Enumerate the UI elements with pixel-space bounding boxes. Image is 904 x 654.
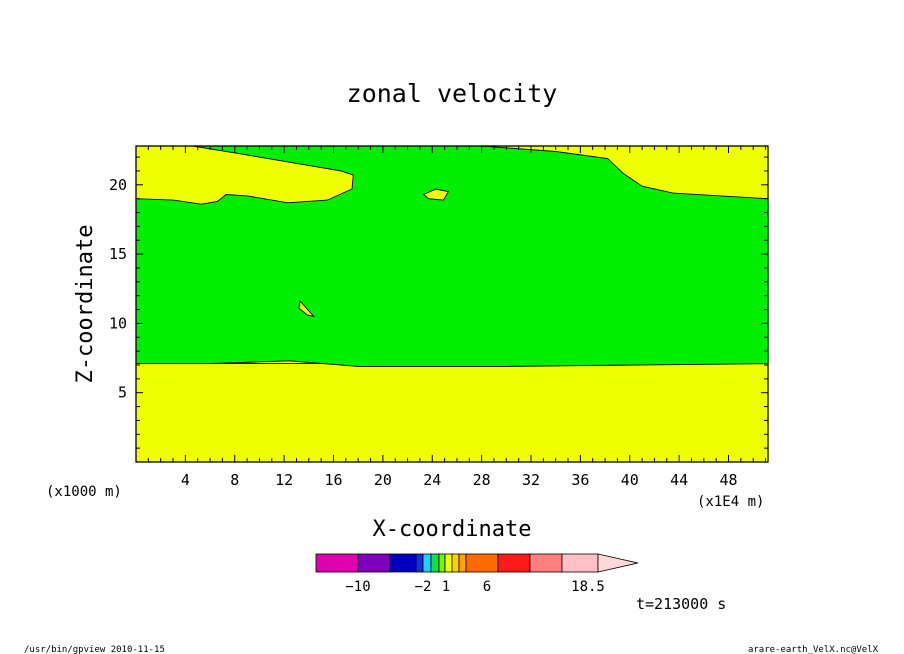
colorbar-label: 18.5 <box>571 579 605 595</box>
x-tick-label: 20 <box>374 471 392 489</box>
x-tick-label: 32 <box>522 471 540 489</box>
chart-title: zonal velocity <box>347 79 558 108</box>
colorbar-swatch <box>458 553 467 573</box>
colorbar-label: 6 <box>483 579 491 595</box>
x-axis-ticks: 4 8 12 16 20 24 28 32 36 40 44 48 <box>147 146 767 489</box>
colorbar-swatch <box>451 553 460 573</box>
colorbar-label: −10 <box>345 579 370 595</box>
colorbar-swatch <box>422 553 432 573</box>
x-tick-label: 36 <box>571 471 589 489</box>
colorbar-swatch <box>529 553 563 573</box>
colorbar-swatch <box>389 553 417 573</box>
colorbar-swatch <box>315 553 359 573</box>
x-axis-unit-right: (x1E4 m) <box>697 494 764 510</box>
colorbar-swatch <box>415 553 424 573</box>
colorbar-overflow-arrow <box>597 553 639 573</box>
colorbar-swatch <box>497 553 531 573</box>
yellow-island-mid <box>298 300 316 318</box>
colorbar-swatch <box>465 553 499 573</box>
colorbar-label: 1 <box>442 579 450 595</box>
x-axis-unit-left: (x1000 m) <box>46 484 122 500</box>
y-tick-label: 15 <box>109 245 127 263</box>
colorbar: −10 −2 1 6 18.5 <box>315 553 639 595</box>
lower-yellow-layer <box>135 363 769 463</box>
x-tick-label: 40 <box>621 471 639 489</box>
colorbar-swatch <box>438 553 446 573</box>
colorbar-label: −2 <box>415 579 432 595</box>
x-tick-label: 12 <box>275 471 293 489</box>
y-tick-label: 5 <box>118 384 127 402</box>
x-tick-label: 4 <box>181 471 190 489</box>
colorbar-swatch <box>444 553 453 573</box>
colorbar-swatch <box>357 553 391 573</box>
x-tick-label: 8 <box>230 471 239 489</box>
y-tick-label: 10 <box>109 314 127 332</box>
y-tick-label: 20 <box>109 176 127 194</box>
x-tick-label: 44 <box>670 471 688 489</box>
x-tick-label: 24 <box>423 471 441 489</box>
footer-left: /usr/bin/gpview 2010-11-15 <box>24 645 165 654</box>
time-label: t=213000 s <box>636 595 726 613</box>
y-axis-label: Z-coordinate <box>73 225 98 384</box>
x-tick-label: 48 <box>719 471 737 489</box>
x-tick-label: 16 <box>324 471 342 489</box>
colorbar-swatch <box>430 553 440 573</box>
colorbar-swatch <box>561 553 599 573</box>
footer-right: arare-earth_VelX.nc@VelX <box>748 645 879 654</box>
yellow-island-upper <box>422 188 450 201</box>
x-axis-label: X-coordinate <box>373 517 532 542</box>
y-axis-ticks: 5 10 15 20 <box>109 156 768 449</box>
plot-frame <box>135 145 769 463</box>
x-tick-label: 28 <box>473 471 491 489</box>
